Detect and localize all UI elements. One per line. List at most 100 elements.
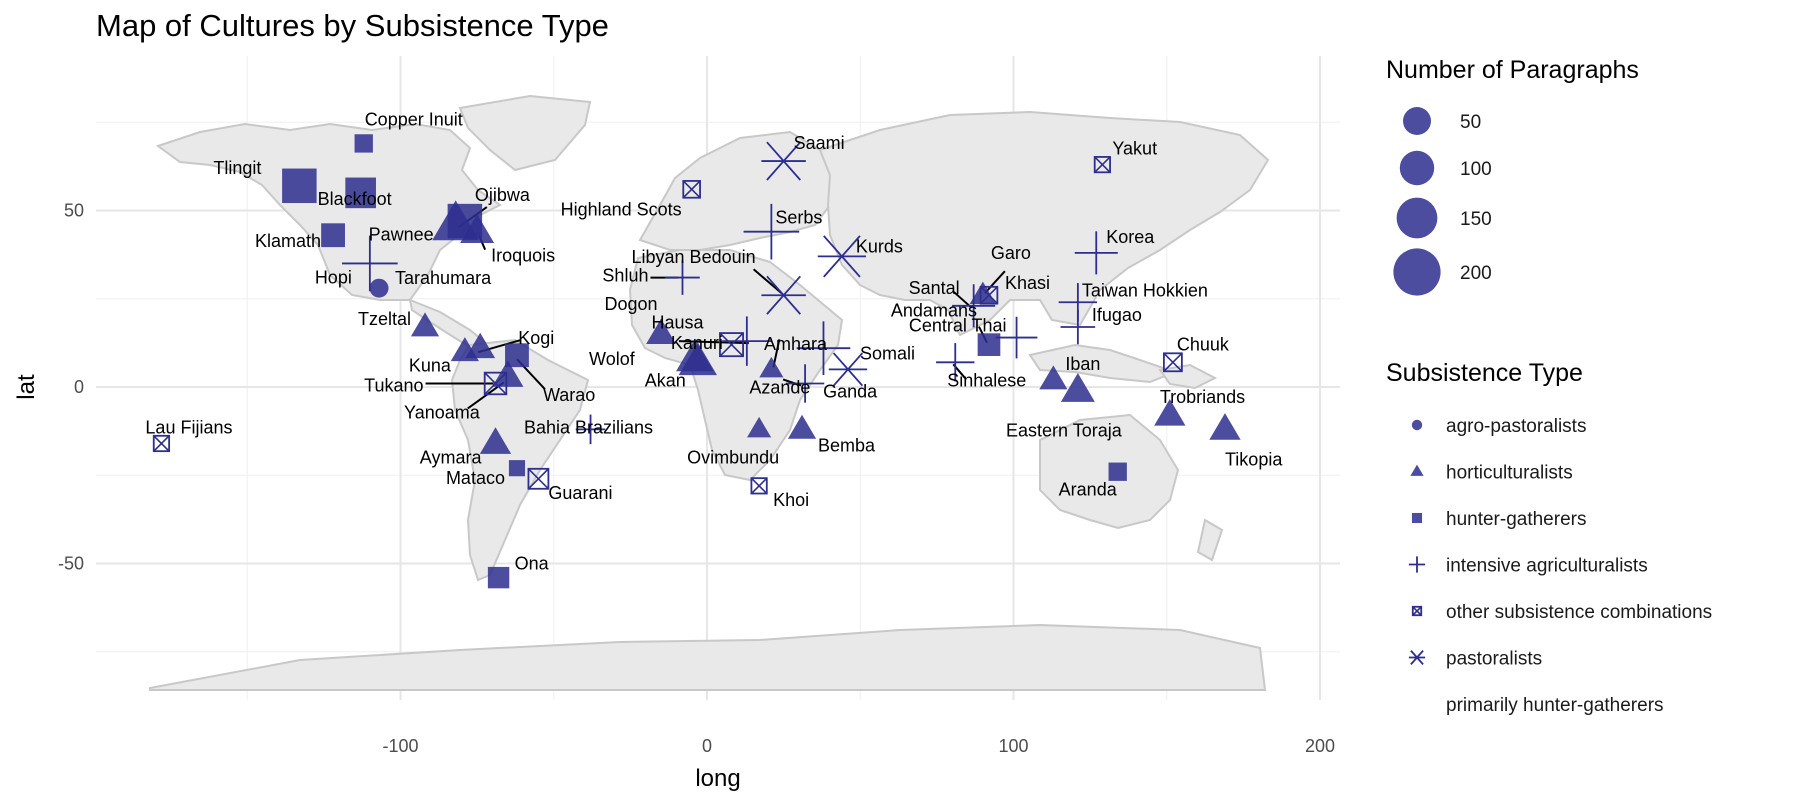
point-tarahumara <box>369 278 389 298</box>
point-khasi <box>979 285 999 305</box>
land-antarctica <box>149 623 1267 691</box>
size-legend-key <box>1393 248 1441 296</box>
point-serbs <box>743 203 800 260</box>
point-tlingit <box>282 168 317 204</box>
leader-line <box>782 378 802 387</box>
land-greenland <box>458 94 592 172</box>
point-label: Wolof <box>589 349 636 369</box>
point-label: Akan <box>645 370 686 390</box>
point-label: Sinhalese <box>947 370 1026 390</box>
point-hausa <box>719 332 744 358</box>
point-andamans <box>977 333 1001 356</box>
point-korea <box>1074 231 1118 275</box>
y-tick-label: 0 <box>74 377 84 397</box>
axes: -100 0 100 200 -50 0 50 long lat <box>13 201 1335 793</box>
shape-legend-key-boxx <box>1411 605 1423 617</box>
shape-legend-key-circle <box>1411 419 1423 431</box>
point-label: Tukano <box>364 375 423 395</box>
point-akan <box>678 342 717 376</box>
point-label: Saami <box>794 133 845 153</box>
point-label: Lau Fijians <box>145 417 232 437</box>
point-label: Chuuk <box>1177 334 1230 354</box>
point-warao <box>505 343 529 368</box>
point-ovimbundu <box>747 416 772 438</box>
point-label: Santal <box>909 278 960 298</box>
point-label: Yakut <box>1112 139 1157 159</box>
point-ifugao <box>1060 309 1096 345</box>
size-legend-label: 50 <box>1460 112 1481 133</box>
point-libyan-bedouin <box>761 275 806 315</box>
y-tick-label: 50 <box>64 201 84 221</box>
point-dogon <box>646 318 676 344</box>
x-tick-label: 0 <box>702 736 712 756</box>
point-highland-scots <box>682 180 701 199</box>
size-legend-key <box>1396 197 1438 239</box>
data-points <box>152 134 1241 589</box>
point-label: Pawnee <box>369 225 434 245</box>
point-label: Kuna <box>409 356 452 376</box>
y-axis-title: lat <box>13 374 40 400</box>
size-legend-label: 100 <box>1460 159 1492 180</box>
point-label: Bemba <box>818 435 876 455</box>
size-legend-key <box>1403 107 1431 135</box>
point-label: Iban <box>1065 354 1100 374</box>
point-label: Khasi <box>1005 273 1050 293</box>
land-north-america <box>155 122 502 301</box>
point-trobriands <box>1154 399 1186 426</box>
point-label: Dogon <box>605 294 658 314</box>
land-new-zealand <box>1196 518 1224 562</box>
size-legend-title: Number of Paragraphs <box>1386 56 1639 84</box>
point-label: Mataco <box>446 468 505 488</box>
land-africa <box>628 249 844 482</box>
leader-line <box>678 340 749 345</box>
point-blackfoot <box>345 177 376 209</box>
point-central-thai <box>995 316 1038 359</box>
shape-legend-label: hunter-gatherers <box>1446 509 1586 530</box>
point-label: Ganda <box>823 381 878 401</box>
shape-legend-label: intensive agriculturalists <box>1446 556 1648 577</box>
point-yanoama <box>492 360 524 387</box>
point-label: Korea <box>1106 227 1155 247</box>
size-legend-label: 150 <box>1460 209 1492 230</box>
point-shluh <box>665 260 700 295</box>
point-saami <box>761 141 806 181</box>
point-label: Tzeltal <box>358 309 411 329</box>
point-label: Amhara <box>764 334 828 354</box>
point-label: Hausa <box>651 313 704 333</box>
point-guarani <box>527 467 550 490</box>
point-aranda <box>1108 462 1127 481</box>
shape-legend-label: agro-pastoralists <box>1446 416 1586 437</box>
point-label: Warao <box>543 385 595 405</box>
point-iroquois <box>460 214 495 244</box>
point-label: Guarani <box>548 483 612 503</box>
point-hopi <box>342 235 398 292</box>
point-label: Tikopia <box>1225 449 1283 469</box>
world-map-land <box>149 94 1270 691</box>
x-tick-label: 200 <box>1305 736 1335 756</box>
point-aymara <box>479 427 512 454</box>
shape-legend-title: Subsistence Type <box>1386 359 1583 387</box>
point-label: Tlingit <box>213 158 261 178</box>
point-garo <box>969 281 997 304</box>
point-azande <box>759 356 784 378</box>
point-iban <box>1039 365 1068 390</box>
shape-legend-key-star <box>1408 649 1426 666</box>
point-label: Kurds <box>856 236 903 256</box>
point-label: Libyan Bedouin <box>632 247 756 267</box>
point-kurds <box>817 235 866 278</box>
point-label: Eastern Toraja <box>1006 421 1123 441</box>
point-sinhalese <box>936 343 975 382</box>
leader-line <box>984 270 1006 294</box>
point-tikopia <box>1209 413 1241 440</box>
point-label: Blackfoot <box>318 189 392 209</box>
shape-legend-label: horticulturalists <box>1446 463 1573 484</box>
point-label: Serbs <box>775 208 822 228</box>
x-axis-title: long <box>695 765 740 792</box>
point-label: Taiwan Hokkien <box>1082 280 1208 300</box>
point-ganda <box>785 364 825 403</box>
point-somali <box>828 352 868 387</box>
point-label: Azande <box>749 377 810 397</box>
point-label: Somali <box>860 343 915 363</box>
point-label: Ojibwa <box>475 185 531 205</box>
